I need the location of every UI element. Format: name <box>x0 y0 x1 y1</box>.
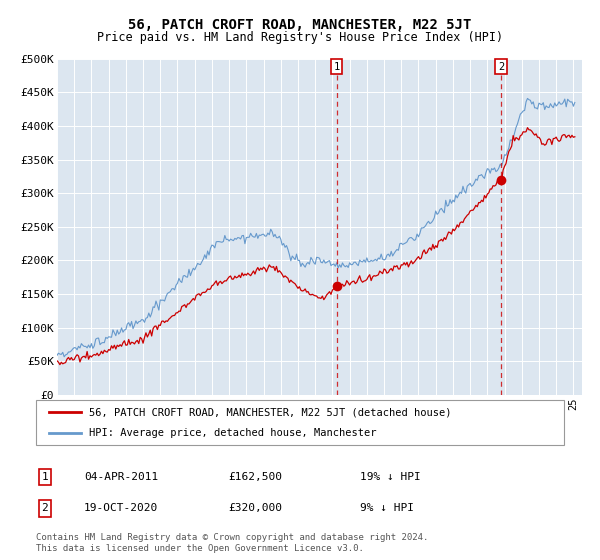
Text: 04-APR-2011: 04-APR-2011 <box>84 472 158 482</box>
Text: 1: 1 <box>41 472 49 482</box>
Text: 2: 2 <box>498 62 504 72</box>
Text: 1: 1 <box>334 62 340 72</box>
Text: HPI: Average price, detached house, Manchester: HPI: Average price, detached house, Manc… <box>89 428 376 438</box>
Text: 19-OCT-2020: 19-OCT-2020 <box>84 503 158 514</box>
FancyBboxPatch shape <box>36 400 564 445</box>
Text: 9% ↓ HPI: 9% ↓ HPI <box>360 503 414 514</box>
Text: £162,500: £162,500 <box>228 472 282 482</box>
Text: £320,000: £320,000 <box>228 503 282 514</box>
Text: 56, PATCH CROFT ROAD, MANCHESTER, M22 5JT (detached house): 56, PATCH CROFT ROAD, MANCHESTER, M22 5J… <box>89 408 451 418</box>
Text: 19% ↓ HPI: 19% ↓ HPI <box>360 472 421 482</box>
Text: 2: 2 <box>41 503 49 514</box>
Text: Price paid vs. HM Land Registry's House Price Index (HPI): Price paid vs. HM Land Registry's House … <box>97 31 503 44</box>
Text: 56, PATCH CROFT ROAD, MANCHESTER, M22 5JT: 56, PATCH CROFT ROAD, MANCHESTER, M22 5J… <box>128 18 472 32</box>
Text: Contains HM Land Registry data © Crown copyright and database right 2024.
This d: Contains HM Land Registry data © Crown c… <box>36 533 428 553</box>
